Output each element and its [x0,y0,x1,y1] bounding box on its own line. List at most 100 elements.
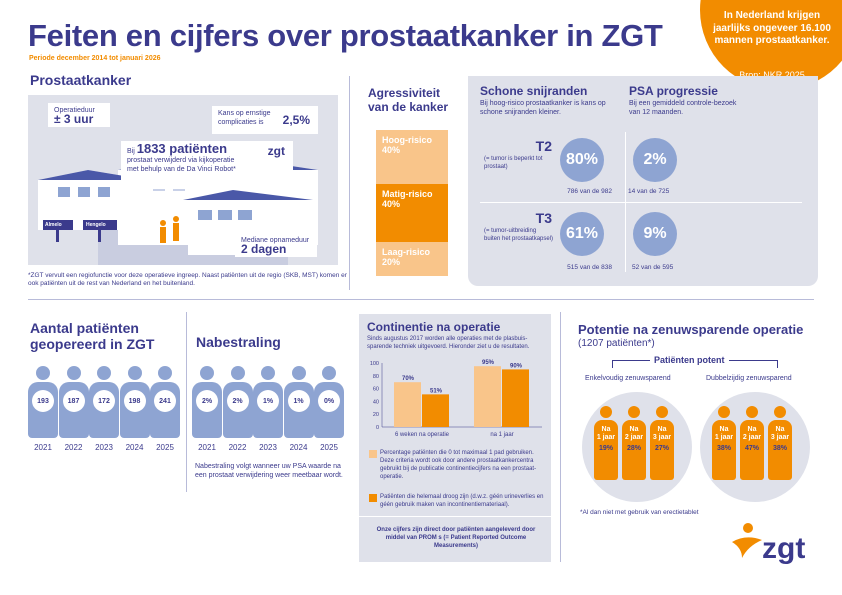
person-value: 193 [32,390,54,412]
patients-tag: Bij 1833 patiënten prostaat verwijderd v… [121,141,293,189]
sign-hengelo: Hengelo [86,222,106,228]
divider [28,299,814,300]
operatieduur-tag: Operatieduur ± 3 uur [48,103,110,127]
enkel-label: Enkelvoudig zenuwsparend [585,375,671,382]
person-icon-aantal: 172 [89,366,119,438]
opnameduur-tag: Mediane opnameduur 2 dagen [235,233,317,257]
matig-risico-block: Matig-risico 40% [376,184,448,242]
year-label: 2021 [198,443,216,452]
patients-count: 1833 patiënten [136,141,228,156]
circle-source: Bron: NKR 2025 [739,70,805,80]
na-label: Na [747,426,757,433]
potent-percentage: 47% [744,445,759,452]
prostaat-footnote: *ZGT vervult een regiofunctie voor deze … [28,272,347,287]
legend-text-2: Patiënten die helemaal droog zijn (d.w.z… [380,494,544,508]
t2-snij-count: 786 van de 982 [567,188,612,195]
person-body: 2% [192,382,222,438]
complicaties-value: 2,5% [282,113,310,127]
jaar-label: 3 jaar [770,434,790,441]
continentie-heading: Continentie na operatie [367,320,501,334]
snijranden-sub: Bij hoog-risico prostaatkanker is kans o… [480,100,606,116]
person-body: Na 2 jaar 28% [622,420,646,480]
potent-percentage: 27% [654,445,669,452]
person-body: 187 [58,382,89,438]
snijranden-heading: Schone snijranden [480,84,588,98]
t2-psa-circle: 2% [633,138,677,182]
person-body: 241 [150,382,180,438]
t2-snij-value: 80% [565,151,599,168]
complicaties-label: Kans op ernstige complicaties is [218,110,271,126]
person-head [746,406,758,418]
person-body: 172 [89,382,119,438]
person-icon-nabestraling: 1% [253,366,283,438]
bij-text: Bij [127,148,135,155]
person-icon-potent: Na 1 jaar 38% [712,406,736,480]
na-label: Na [775,426,785,433]
hoog-risico-value: 40% [382,145,401,155]
zenuw-footnote: *Al dan niet met gebruik van erectietabl… [580,509,699,516]
zenuw-sub: (1207 patiënten*) [578,338,655,349]
zgt-logo-text: zgt [762,532,806,565]
t2-sub: (= tumor is beperkt tot prostaat) [484,156,543,170]
operatieduur-value: ± 3 uur [54,112,94,126]
y-tick-label: 80 [373,374,379,380]
laag-risico-block: Laag-risico 20% [376,242,448,276]
na-label: Na [719,426,729,433]
t3-psa-value: 9% [643,225,667,242]
t2-psa-count: 14 van de 725 [628,188,670,195]
person-head [322,366,336,380]
psa-sub: Bij een gemiddeld controle-bezoek van 12… [629,100,737,116]
divider [186,312,187,492]
person-value: 2% [226,390,249,412]
psa-heading: PSA progressie [629,84,718,98]
hoog-risico-block: Hoog-risico 40% [376,130,448,184]
person-icon-potent: Na 3 jaar 27% [650,406,674,480]
person-body: 1% [283,382,314,438]
y-tick-label: 40 [373,399,379,405]
person-icon-nabestraling: 2% [192,366,222,438]
t3-label: T3 [535,210,552,226]
jaar-label: 1 jaar [596,434,616,441]
person-head [774,406,786,418]
legend-swatch-light [369,450,377,458]
opnameduur-value: 2 dagen [241,242,287,256]
potent-percentage: 19% [598,445,613,452]
t3-snij-count: 515 van de 838 [567,264,612,271]
patients-text: prostaat verwijderd via kijkoperatie met… [127,157,236,173]
potent-percentage: 28% [626,445,641,452]
person-head [291,366,306,380]
page-title: Feiten en cijfers over prostaatkanker in… [28,18,663,53]
person-body: 1% [253,382,283,438]
dubbel-label: Dubbelzijdig zenuwsparend [706,375,792,382]
potent-label: Patiënten potent [650,355,729,365]
person-icon-nabestraling: 1% [283,366,314,438]
person-value: 187 [62,390,85,412]
complicaties-tag: Kans op ernstige complicaties is 2,5% [212,106,318,134]
na-label: Na [629,426,639,433]
person-value: 2% [196,390,218,412]
person-icon-aantal: 193 [28,366,58,438]
bar [502,369,529,427]
t3-snij-value: 61% [565,225,599,242]
person-body: Na 1 jaar 38% [712,420,736,480]
bar [422,394,449,427]
person-icon-aantal: 241 [150,366,180,438]
person-value: 241 [154,390,176,412]
person-head [230,366,245,380]
person-head [628,406,640,418]
year-label: 2023 [259,443,277,452]
person-icon-potent: Na 3 jaar 38% [768,406,792,480]
t2-snij-circle: 80% [560,138,604,182]
jaar-label: 3 jaar [652,434,672,441]
laag-risico-label: Laag-risico [382,247,431,257]
potent-percentage: 38% [772,445,787,452]
person-body: Na 3 jaar 38% [768,420,792,480]
jaar-label: 2 jaar [742,434,762,441]
person-icon-nabestraling: 2% [222,366,253,438]
person-icon-potent: Na 2 jaar 47% [740,406,764,480]
person-value: 1% [257,390,279,412]
matig-risico-label: Matig-risico [382,189,433,199]
section-heading-prostaat: Prostaatkanker [30,72,132,88]
hoog-risico-label: Hoog-risico [382,135,433,145]
person-value: 198 [123,390,146,412]
